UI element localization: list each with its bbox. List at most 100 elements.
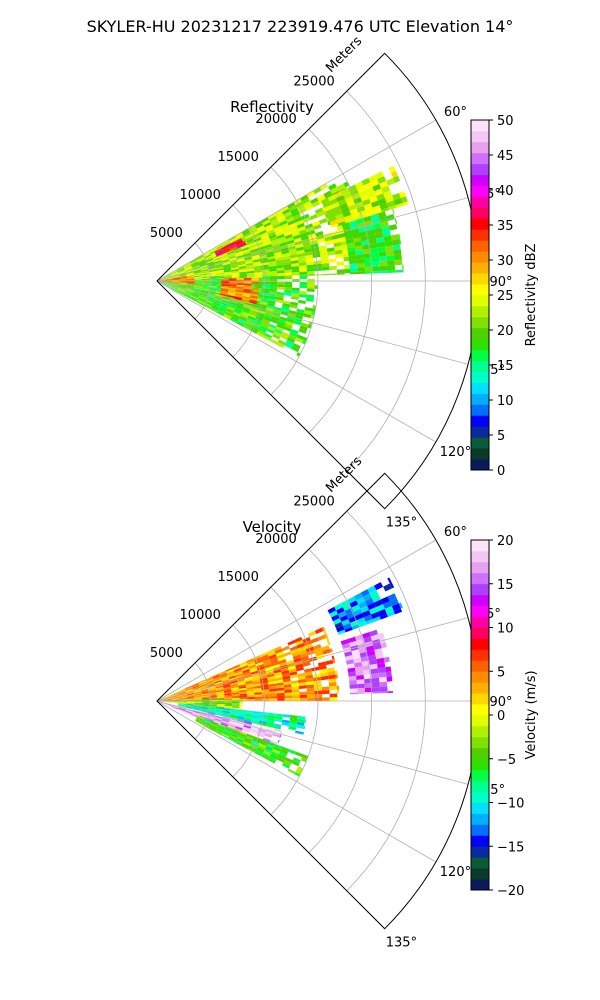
radar-cell [171, 693, 179, 697]
radar-cell [209, 724, 217, 729]
radar-cell [246, 270, 255, 274]
radar-cell [172, 281, 180, 283]
colorbar-swatch [471, 262, 489, 274]
radar-cell [209, 695, 217, 698]
radar-cell [192, 712, 200, 716]
radar-cell [238, 318, 246, 324]
radar-cell [267, 231, 276, 237]
radar-cell [271, 220, 280, 227]
radar-cell [296, 721, 305, 726]
radar-cell [231, 690, 240, 694]
radar-cell [232, 698, 240, 700]
radial-tick-label: 20000 [255, 532, 296, 547]
radar-cell [284, 686, 292, 691]
radar-cell [327, 212, 336, 219]
radar-cell [266, 328, 275, 334]
radial-tick-label: 10000 [180, 188, 221, 203]
radar-cell [224, 273, 232, 276]
radar-cell [227, 241, 236, 247]
radar-cell [253, 683, 262, 687]
radar-cell [225, 725, 233, 731]
radar-cell [178, 288, 186, 292]
radar-cell [171, 278, 180, 280]
radar-cell [179, 694, 187, 697]
colorbar-swatch [471, 868, 489, 880]
colorbar-swatch [471, 459, 489, 471]
radar-cell [209, 694, 217, 697]
radar-panels: Reflectivity 60°75°90°105°120°135°5000100… [150, 34, 539, 951]
radar-cell [360, 589, 370, 597]
radar-cell [218, 723, 226, 728]
radar-cell [275, 262, 284, 266]
radar-cell [201, 284, 210, 286]
radar-cell [254, 289, 262, 293]
radar-cell [229, 680, 238, 684]
radar-cell [223, 314, 231, 320]
radar-cell [262, 283, 270, 287]
radar-cell [237, 678, 245, 683]
radar-cell [376, 236, 385, 243]
radar-cell [289, 304, 298, 309]
radar-cell [199, 294, 208, 298]
radar-cell [207, 263, 215, 267]
radar-cell [209, 278, 218, 281]
radar-cell [354, 245, 363, 251]
radar-cell [329, 265, 337, 271]
radar-cell [296, 642, 305, 649]
colorbar-swatch [471, 857, 489, 869]
radar-cell [164, 277, 172, 280]
radar-cell [209, 283, 218, 286]
radar-cell [231, 315, 240, 320]
radar-cell [349, 640, 358, 648]
radar-cell [186, 278, 195, 280]
radar-field [157, 577, 403, 777]
colorbar-swatch [471, 273, 489, 285]
radar-cell [272, 732, 281, 738]
radar-cell [201, 703, 210, 705]
radar-cell [236, 736, 245, 742]
radar-cell [282, 208, 291, 215]
radar-cell [230, 682, 238, 686]
radar-cell [208, 267, 216, 271]
radar-cell [179, 698, 187, 700]
radar-cell [299, 268, 307, 273]
radar-cell [192, 687, 201, 691]
radar-cell [164, 281, 172, 283]
radar-cell [211, 304, 220, 309]
radar-cell [206, 717, 215, 721]
radar-cell [350, 271, 358, 275]
radar-cell [186, 697, 195, 699]
radar-cell [216, 269, 224, 273]
colorbar-swatch [471, 316, 489, 329]
radar-cell [368, 659, 378, 666]
radial-tick-label: 10000 [180, 608, 221, 623]
radar-cell [329, 648, 333, 653]
radar-cell [296, 249, 305, 255]
radar-cell [194, 278, 203, 280]
radar-cell [222, 710, 231, 714]
radar-cell [284, 234, 293, 240]
radar-cell [208, 287, 217, 291]
radar-cell [313, 683, 322, 688]
radar-cell [282, 258, 291, 263]
radar-cell [306, 687, 315, 692]
radar-cell [235, 239, 243, 245]
radar-cell [357, 687, 366, 693]
radar-cell [361, 239, 370, 246]
radar-cell [356, 262, 365, 268]
radar-cell [208, 727, 216, 732]
colorbar-swatch [471, 747, 489, 760]
radar-cell [276, 214, 285, 221]
radar-cell [198, 261, 207, 266]
radar-cell [214, 716, 223, 721]
colorbar-swatch [471, 415, 489, 427]
radar-cell [277, 281, 285, 285]
radar-cell [273, 723, 282, 728]
radar-cell [242, 230, 251, 236]
radar-cell [195, 719, 203, 725]
radar-cell [178, 706, 187, 709]
colorbar-swatch [471, 240, 489, 252]
radar-cell [372, 616, 381, 623]
radar-cell [207, 295, 215, 299]
radar-cell [370, 634, 380, 641]
